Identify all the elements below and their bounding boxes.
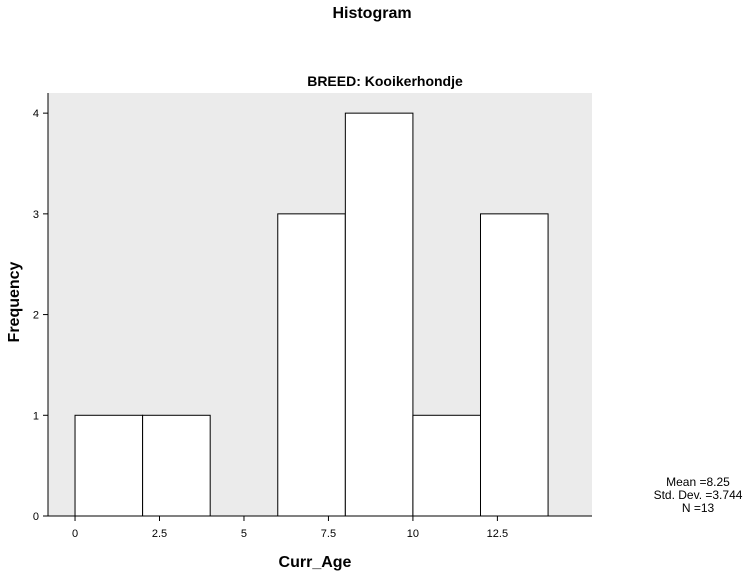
x-axis-label: Curr_Age <box>279 554 352 571</box>
histogram-bar-6 <box>479 213 549 517</box>
y-tick-label-4: 4 <box>33 108 39 120</box>
histogram-bar-5 <box>412 414 481 517</box>
chart-title: Histogram <box>332 5 411 22</box>
bars-group <box>74 112 549 517</box>
histogram-bar-4 <box>344 112 414 517</box>
stat-std-dev: Std. Dev. =3.744 <box>654 488 743 502</box>
x-tick-label-1: 2.5 <box>152 528 167 540</box>
x-tick-label-4: 10 <box>407 528 419 540</box>
y-axis-label: Frequency <box>6 261 23 342</box>
x-ticks-group: 0 2.5 5 7.5 10 12.5 <box>72 516 508 540</box>
y-tick-label-3: 3 <box>33 209 39 221</box>
x-tick-label-0: 0 <box>72 528 78 540</box>
x-tick-label-5: 12.5 <box>487 528 508 540</box>
stat-mean: Mean =8.25 <box>666 475 730 489</box>
histogram-bar-3 <box>277 213 346 517</box>
chart-subtitle: BREED: Kooikerhondje <box>307 73 463 89</box>
stat-n: N =13 <box>682 501 715 515</box>
y-ticks-group: 0 1 2 3 4 <box>33 108 48 523</box>
y-tick-label-0: 0 <box>33 511 39 523</box>
x-tick-label-2: 5 <box>241 528 247 540</box>
axes-group <box>47 93 592 517</box>
histogram-bar-1 <box>142 414 211 517</box>
x-tick-label-3: 7.5 <box>321 528 336 540</box>
y-tick-label-2: 2 <box>33 310 39 322</box>
y-tick-label-1: 1 <box>33 410 39 422</box>
histogram-bar-0 <box>74 414 144 517</box>
